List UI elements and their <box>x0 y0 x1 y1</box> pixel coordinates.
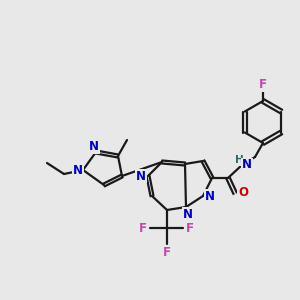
Text: N: N <box>205 190 215 202</box>
Text: F: F <box>139 221 147 235</box>
Text: N: N <box>89 140 99 154</box>
Text: N: N <box>136 169 146 182</box>
Text: F: F <box>163 245 171 259</box>
Text: F: F <box>259 79 267 92</box>
Text: O: O <box>238 187 248 200</box>
Text: H: H <box>235 155 243 165</box>
Text: N: N <box>183 208 193 220</box>
Text: N: N <box>242 158 252 172</box>
Text: F: F <box>186 221 194 235</box>
Text: N: N <box>73 164 83 178</box>
